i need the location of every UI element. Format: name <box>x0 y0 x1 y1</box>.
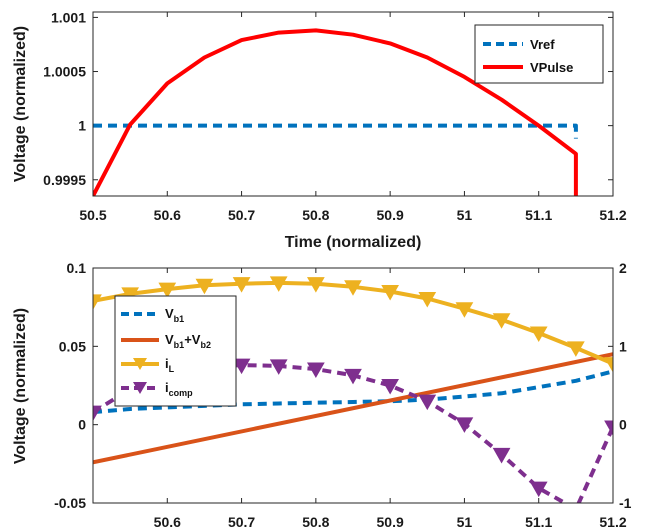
top-y-tick-label: 1.001 <box>51 9 86 25</box>
top-y-tick-label: 1.0005 <box>43 64 86 80</box>
bottom-legend: Vb1 Vb1+Vb2 iL icomp <box>114 295 237 407</box>
bottom-series-icomp-point <box>604 420 613 437</box>
top-x-tick-label: 50.7 <box>228 207 255 223</box>
bottom-y-tick-label: -0.05 <box>54 495 86 511</box>
bottom-x-tick-label: 50.6 <box>154 514 181 530</box>
top-y-ticks: 0.9995 1 1.0005 1.001 <box>43 9 613 188</box>
top-y-tick-label: 0.9995 <box>43 172 86 188</box>
top-x-tick-label: 50.8 <box>302 207 329 223</box>
top-series-vref-line <box>93 123 578 139</box>
bottom-series-il-point <box>566 341 585 357</box>
top-y-axis-label: Voltage (normalized) <box>12 26 29 182</box>
bottom-chart: 50.6 50.7 50.8 50.9 51 51.1 51.2 -0.05 0 0.05 0.1… <box>12 260 632 530</box>
bottom-series-icomp-point <box>306 362 325 379</box>
legend-il-label: iL <box>165 356 175 374</box>
bottom-series-icomp-point <box>344 368 362 385</box>
bottom-series-il-point <box>492 313 511 329</box>
legend-icomp-marker <box>133 382 147 394</box>
top-y-tick-label: 1 <box>78 118 86 134</box>
bottom-series-il-point <box>306 277 325 293</box>
bottom-y2-tick-label: 2 <box>619 260 627 276</box>
bottom-x-tick-label: 50.8 <box>302 514 329 530</box>
bottom-y-tick-label: 0 <box>78 417 86 433</box>
legend-vref-label: Vref <box>530 37 555 52</box>
bottom-series-il-point <box>418 292 437 308</box>
top-x-tick-label: 51 <box>457 207 473 223</box>
top-x-tick-label: 51.1 <box>525 207 552 223</box>
top-x-axis-label: Time (normalized) <box>285 234 422 251</box>
bottom-series-il-point <box>158 282 177 299</box>
bottom-series-icomp-point <box>269 359 288 375</box>
bottom-y2-tick-label: 1 <box>619 338 627 354</box>
top-x-tick-label: 51.2 <box>599 207 626 223</box>
bottom-y-tick-label: 0.1 <box>67 260 87 276</box>
top-series <box>93 28 578 196</box>
top-chart: 50.5 50.6 50.7 50.8 50.9 51 51.1 51.2 0.9995 1 1.… <box>12 9 627 251</box>
top-plot-frame <box>92 11 614 197</box>
bottom-series-icomp-point <box>93 405 102 422</box>
bottom-y-tick-label: 0.05 <box>59 338 86 354</box>
bottom-series-il-point <box>381 285 400 301</box>
top-x-ticks: 50.5 50.6 50.7 50.8 50.9 51 51.1 51.2 <box>79 12 627 223</box>
legend-il-marker <box>133 358 147 370</box>
bottom-series-icomp-point <box>418 394 437 411</box>
top-legend: Vref VPulse <box>474 24 604 84</box>
top-x-tick-label: 50.5 <box>79 207 106 223</box>
bottom-series-il-point <box>269 276 288 292</box>
bottom-series-il-point <box>344 280 362 296</box>
bottom-series-vb1-plus-vb2-line <box>93 352 613 465</box>
bottom-series-icomp-point <box>529 481 548 498</box>
bottom-x-tick-label: 51.1 <box>525 514 552 530</box>
bottom-x-tick-label: 51.2 <box>599 514 626 530</box>
bottom-x-tick-label: 50.9 <box>377 514 404 530</box>
bottom-x-tick-label: 51 <box>457 514 473 530</box>
bottom-y2-tick-label: -1 <box>619 495 632 511</box>
bottom-y-axis-label: Voltage (normalized) <box>12 308 29 464</box>
top-legend-box <box>474 24 604 84</box>
top-series-vpulse-line <box>93 28 578 196</box>
legend-vb1vb2-label: Vb1+Vb2 <box>165 332 211 350</box>
bottom-x-tick-label: 50.7 <box>228 514 255 530</box>
bottom-y-ticks: -0.05 0 0.05 0.1 <box>54 260 98 511</box>
bottom-series-il-point <box>529 326 548 343</box>
bottom-series-il-point <box>604 357 613 373</box>
bottom-series-icomp-point <box>455 417 474 433</box>
bottom-series-il-point <box>455 302 474 318</box>
legend-vb1-label: Vb1 <box>165 306 184 324</box>
bottom-series-il-point <box>93 294 102 310</box>
bottom-series-icomp-point <box>232 358 251 375</box>
bottom-plot-frame <box>92 267 614 504</box>
bottom-x-ticks: 50.6 50.7 50.8 50.9 51 51.1 51.2 <box>154 268 627 530</box>
bottom-y2-tick-label: 0 <box>619 417 627 433</box>
bottom-series-il-point <box>195 278 214 295</box>
legend-icomp-label: icomp <box>165 380 193 398</box>
bottom-series <box>93 276 613 503</box>
top-x-tick-label: 50.6 <box>154 207 181 223</box>
legend-vpulse-label: VPulse <box>530 60 573 75</box>
bottom-series-il-point <box>121 287 140 303</box>
bottom-series-il-point <box>232 277 251 293</box>
bottom-series-icomp-point <box>492 447 511 464</box>
bottom-series-vb1-line <box>93 369 613 415</box>
top-x-tick-label: 50.9 <box>377 207 404 223</box>
bottom-series-icomp-point <box>381 379 400 395</box>
bottom-series-icomp-point <box>566 502 585 503</box>
